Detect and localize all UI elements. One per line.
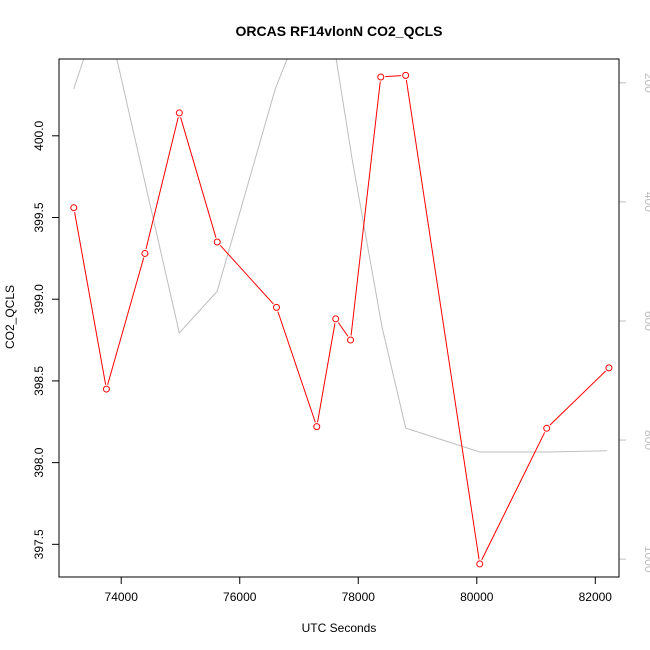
co2-point [213, 238, 221, 246]
secondary-series-line [73, 59, 608, 453]
co2-series-layer [70, 71, 613, 568]
co2-line-segment [549, 370, 607, 426]
co2-point [313, 423, 321, 431]
x-axis-label: UTC Seconds [302, 621, 377, 635]
y2-tick-label: 800 [642, 430, 650, 450]
secondary-series-layer [73, 59, 608, 453]
plot-frame [58, 58, 620, 578]
co2-point [605, 364, 613, 372]
co2-point [141, 249, 149, 257]
y-tick-label: 397.5 [32, 529, 46, 559]
y-tick-label: 398.5 [32, 366, 46, 396]
co2-point [332, 315, 340, 323]
co2-line-segment [219, 245, 274, 305]
co2-point [102, 385, 110, 393]
co2-line-segment [405, 79, 480, 560]
co2-line-segment [350, 81, 381, 336]
y2-tick-label: 400 [642, 192, 650, 212]
x-tick-label: 82000 [579, 590, 613, 604]
y-tick-label: 398.0 [32, 447, 46, 477]
y2-tick-label: 600 [642, 311, 650, 331]
co2-point [175, 109, 183, 117]
co2-point [402, 71, 410, 79]
co2-line-segment [180, 117, 217, 238]
co2-point [272, 303, 280, 311]
co2-point [543, 424, 551, 432]
co2-line-segment [277, 311, 316, 423]
co2-point [377, 73, 385, 81]
x-tick-label: 74000 [105, 590, 139, 604]
co2-line-segment [317, 323, 336, 423]
co2-line-segment [74, 212, 107, 385]
y2-tick-label: 1000 [642, 546, 650, 573]
y-tick-label: 399.5 [32, 202, 46, 232]
axes-layer: 74000 76000 78000 80000 82000 397.5 398.0 398.5… [32, 73, 650, 604]
y-tick-label: 400.0 [32, 120, 46, 150]
y2-tick-label: 200 [642, 73, 650, 93]
co2-point [347, 336, 355, 344]
co2-line-segment [145, 117, 179, 250]
co2-line-segment [385, 75, 402, 78]
x-tick-label: 76000 [223, 590, 257, 604]
co2-line-segment [107, 257, 145, 385]
chart-title: ORCAS RF14vlonN CO2_QCLS [236, 23, 443, 39]
y-axis-label: CO2_QCLS [3, 285, 17, 349]
x-tick-label: 78000 [342, 590, 376, 604]
co2-line-segment [337, 322, 349, 337]
x-tick-label: 80000 [460, 590, 494, 604]
co2-point [70, 204, 78, 212]
y-tick-label: 399.0 [32, 284, 46, 314]
co2-point [476, 560, 484, 568]
co2-line-segment [481, 432, 546, 561]
